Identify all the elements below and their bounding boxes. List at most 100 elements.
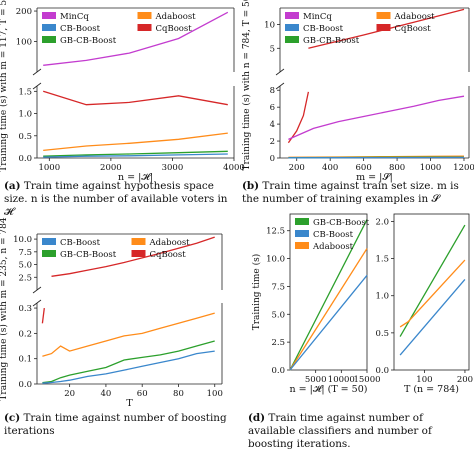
legend-a-label-adaboost: Adaboost xyxy=(155,12,197,22)
legend-c-swatch-gb-cb-boost xyxy=(42,250,56,257)
chart-d-right-xlabel: T (n = 784) xyxy=(404,384,459,395)
chart-d-left-ytick-label: 7.5 xyxy=(271,282,285,292)
chart-a-ytick-label: 100 xyxy=(16,38,32,48)
chart-c-series-gb-cb-boost xyxy=(42,340,215,384)
chart-c-ytick-label: 2.5 xyxy=(18,273,32,283)
legend-b-label-adaboost: Adaboost xyxy=(394,12,436,22)
legend-a-swatch-adaboost xyxy=(137,12,152,19)
legend-c-label-gb-cb-boost: GB-CB-Boost xyxy=(60,250,117,260)
chart-a-xtick-label: 1000 xyxy=(38,163,60,173)
chart-d-left-xlabel: n = |𝓗| (T = 50) xyxy=(290,384,368,395)
chart-c-ytick-label: 10.0 xyxy=(13,235,32,245)
chart-b-ylabel: Training time (s) with n = 784, T = 50 xyxy=(241,0,252,170)
chart-d-right-ytick-label: 0.0 xyxy=(375,366,389,376)
chart-a-ytick-label: 0.5 xyxy=(18,132,32,142)
legend-a-label-mincq: MinCq xyxy=(60,12,89,22)
chart-a-xtick-label: 2000 xyxy=(100,163,122,173)
chart-d-left-ytick-label: 2.5 xyxy=(271,338,285,348)
chart-c-xtick-label: 80 xyxy=(173,389,184,399)
chart-c-xtick-label: 20 xyxy=(64,389,75,399)
chart-b-series-cqboost xyxy=(287,91,310,144)
legend-c-swatch-adaboost xyxy=(131,238,146,245)
chart-a-ytick-label: 200 xyxy=(16,7,32,17)
legend-b-label-mincq: MinCq xyxy=(303,12,332,22)
chart-c-ytick-label: 0.0 xyxy=(18,380,32,390)
caption-d-label: (d) xyxy=(248,412,266,424)
legend-c-label-cb-boost: CB-Boost xyxy=(60,238,101,248)
legend-b-swatch-mincq xyxy=(285,12,299,19)
caption-c-text: Train time against number of boosting it… xyxy=(4,412,227,437)
chart-a-series-cqboost xyxy=(43,90,228,106)
caption-c: (c) Train time against number of boostin… xyxy=(4,412,236,438)
chart-a-ytick-label: 0.0 xyxy=(18,154,32,164)
caption-c-label: (c) xyxy=(4,412,21,424)
legend-b-swatch-adaboost xyxy=(376,12,391,19)
chart-d-left-xtick-label: 5000 xyxy=(305,375,327,385)
chart-b-ytick-label: 10 xyxy=(264,21,275,31)
legend-d-left-swatch-cb-boost xyxy=(295,230,309,237)
chart-b-ytick-label: 6 xyxy=(270,103,275,113)
legend-b-label-cb-boost: CB-Boost xyxy=(303,24,344,34)
legend-d-left-label-gb-cb-boost: GB-CB-Boost xyxy=(313,218,370,228)
caption-a-label: (a) xyxy=(4,180,21,192)
chart-d-right-frame xyxy=(393,213,470,371)
chart-d-left-ytick-label: 5.0 xyxy=(271,310,285,320)
chart-d-left-ylabel: Training time (s) xyxy=(251,254,262,331)
legend-a-swatch-mincq xyxy=(42,12,56,19)
chart-d-left-xtick-label: 15000 xyxy=(353,375,380,385)
chart-a-xlabel: n = |𝓗| xyxy=(118,172,153,183)
chart-a-series-gb-cb-boost xyxy=(43,150,228,157)
legend-a-swatch-cb-boost xyxy=(42,24,56,31)
chart-b-xtick-label: 600 xyxy=(356,163,372,173)
chart-c-break-mark xyxy=(32,299,42,307)
chart-d-right-series-adaboost xyxy=(399,259,466,328)
chart-b-ytick-label: 0 xyxy=(270,154,275,164)
legend-a-label-cqboost: CqBoost xyxy=(156,24,193,34)
legend-b-label-gb-cb-boost: GB-CB-Boost xyxy=(303,36,360,46)
chart-a-series-adaboost xyxy=(43,132,228,152)
chart-a-series-cb-boost xyxy=(43,153,228,158)
caption-d: (d) Train time against number of availab… xyxy=(248,412,472,451)
chart-c-xtick-label: 100 xyxy=(207,389,223,399)
chart-d-right-ytick-label: 1.0 xyxy=(375,292,389,302)
chart-a-xtick-label: 3000 xyxy=(162,163,184,173)
legend-a-swatch-cqboost xyxy=(137,24,152,31)
legend-a-swatch-gb-cb-boost xyxy=(42,36,56,43)
legend-b-label-cqboost: CqBoost xyxy=(395,24,432,34)
chart-a-xtick-label: 4000 xyxy=(223,163,245,173)
chart-d-left-series-cb-boost xyxy=(289,274,368,371)
chart-c-series-cb-boost xyxy=(42,350,215,384)
chart-a-break-mark xyxy=(32,82,42,90)
chart-d-left-frame xyxy=(289,213,368,371)
legend-c-swatch-cqboost xyxy=(131,250,146,257)
legend-d-left-label-adaboost: Adaboost xyxy=(312,242,354,252)
chart-b-ytick-label: 8 xyxy=(270,86,275,96)
chart-a-break-mark xyxy=(32,68,42,76)
chart-c-ylabel: Training time (s) with m = 235, n = 784 xyxy=(0,217,9,400)
chart-c-ytick-label: 0.2 xyxy=(18,329,32,339)
chart-b-ytick-label: 2 xyxy=(270,137,275,147)
chart-d-right-ytick-label: 2.0 xyxy=(375,217,389,227)
chart-a-ytick-label: 1.5 xyxy=(18,87,32,97)
chart-b-ytick-label: 4 xyxy=(270,120,275,130)
chart-d-left-ytick-label: 10.0 xyxy=(266,255,285,265)
caption-b: (b) Train time against train set size. m… xyxy=(242,180,474,206)
legend-a-label-cb-boost: CB-Boost xyxy=(60,24,101,34)
chart-d-left-ytick-label: 12.5 xyxy=(266,227,285,237)
chart-a-series-mincq xyxy=(43,11,229,66)
chart-d-right-series-cb-boost xyxy=(399,278,466,356)
chart-d-right-ytick-label: 0.5 xyxy=(375,329,389,339)
chart-c-ytick-label: 5.0 xyxy=(18,261,32,271)
chart-b-xtick-label: 400 xyxy=(322,163,338,173)
caption-d-text: Train time against number of available c… xyxy=(248,412,432,450)
chart-c-ytick-label: 0.3 xyxy=(18,304,32,314)
chart-a-ylabel: Training time (s) with m = 117, T = 50 xyxy=(0,0,9,172)
chart-c-ytick-label: 7.5 xyxy=(18,248,32,258)
chart-d-right-ytick-label: 1.5 xyxy=(375,255,389,265)
chart-d-left-ytick-label: 0.0 xyxy=(271,366,285,376)
chart-b-xlabel: m = |𝓢| xyxy=(356,172,393,183)
chart-c-xlabel: T xyxy=(126,398,133,409)
caption-a-text: Train time against hypothesis space size… xyxy=(4,180,228,218)
chart-c-xtick-label: 40 xyxy=(101,389,112,399)
chart-a-ytick-label: 1.0 xyxy=(18,110,32,120)
